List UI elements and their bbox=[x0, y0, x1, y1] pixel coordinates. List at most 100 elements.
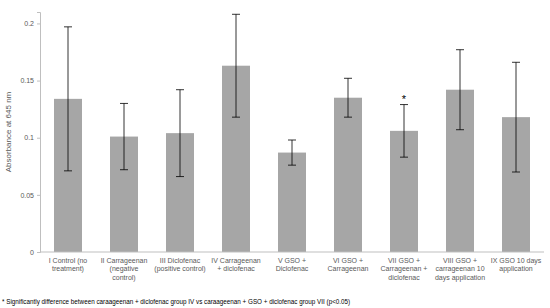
category-label: VIII GSO +carrageenan 10days application bbox=[435, 257, 485, 282]
tick-mark bbox=[37, 81, 40, 82]
label-line: V GSO + bbox=[278, 257, 306, 264]
label-line: diclofenac bbox=[388, 274, 420, 281]
category-label: IX GSO 10 daysapplication bbox=[491, 257, 542, 274]
error-cap bbox=[64, 26, 72, 27]
tick-mark bbox=[37, 138, 40, 139]
tick-mark bbox=[37, 195, 40, 196]
annotation: * bbox=[402, 93, 407, 105]
category-label: II Carrageenan(negativecontrol) bbox=[101, 257, 148, 282]
label-line: Carrageenan + bbox=[381, 265, 428, 273]
x-tick: VII GSO +Carrageenan +diclofenac bbox=[381, 257, 428, 281]
error-cap bbox=[512, 62, 520, 63]
error-bar bbox=[400, 105, 408, 158]
error-cap bbox=[288, 140, 296, 141]
label-line: VII GSO + bbox=[388, 257, 420, 264]
error-stem bbox=[180, 90, 181, 177]
marks bbox=[54, 14, 530, 252]
footnote: * Significantly difference between caraa… bbox=[2, 298, 350, 306]
error-bar bbox=[120, 103, 128, 169]
error-cap bbox=[288, 165, 296, 166]
error-cap bbox=[232, 117, 240, 118]
x-axis: I Control (notreatment) II Carrageenan(ne… bbox=[49, 257, 542, 282]
y-axis-title: Absorbance at 645 nm bbox=[4, 91, 13, 172]
error-cap bbox=[120, 103, 128, 104]
y-axis-line bbox=[37, 13, 41, 253]
label-line: VIII GSO + bbox=[443, 257, 477, 264]
tick-label: 0 bbox=[30, 249, 34, 256]
error-stem bbox=[124, 103, 125, 169]
error-stem bbox=[236, 14, 237, 117]
y-tick: 0 bbox=[30, 249, 40, 256]
y-tick: 0.15 bbox=[20, 77, 40, 84]
error-stem bbox=[460, 50, 461, 130]
label-line: VI GSO + bbox=[333, 257, 363, 264]
error-cap bbox=[64, 170, 72, 171]
error-cap bbox=[456, 49, 464, 50]
tick-mark bbox=[37, 23, 40, 24]
label-line: carrageenan 10 bbox=[435, 265, 484, 273]
error-bar bbox=[64, 27, 72, 171]
tick-mark bbox=[37, 252, 40, 253]
error-bar bbox=[456, 50, 464, 130]
chart: 0 0.05 0.1 0.15 0.2 I Control (notreatment) II… bbox=[0, 0, 550, 308]
label-line: Carrageenan bbox=[328, 265, 369, 273]
x-tick: II Carrageenan(negativecontrol) bbox=[101, 257, 148, 282]
error-cap bbox=[120, 169, 128, 170]
x-tick: VI GSO +Carrageenan bbox=[328, 257, 369, 274]
label-line: Diclofenac bbox=[276, 265, 309, 272]
error-stem bbox=[68, 27, 69, 171]
error-cap bbox=[512, 172, 520, 173]
tick-label: 0.05 bbox=[20, 192, 34, 199]
error-cap bbox=[400, 157, 408, 158]
y-tick: 0.1 bbox=[24, 134, 40, 141]
label-line: IX GSO 10 days bbox=[491, 257, 542, 265]
tick-label: 0.1 bbox=[24, 134, 34, 141]
label-line: II Carrageenan bbox=[101, 257, 148, 265]
error-bar bbox=[176, 90, 184, 177]
label-line: application bbox=[499, 265, 533, 273]
category-label: I Control (notreatment) bbox=[49, 257, 88, 274]
tick-label: 0.15 bbox=[20, 77, 34, 84]
plot: 0 0.05 0.1 0.15 0.2 I Control (notreatment) II… bbox=[20, 13, 544, 282]
y-tick: 0.05 bbox=[20, 192, 40, 199]
x-tick: IX GSO 10 daysapplication bbox=[491, 257, 542, 274]
y-axis: 0 0.05 0.1 0.15 0.2 bbox=[20, 13, 40, 256]
bar bbox=[278, 153, 306, 252]
tick-label: 0.2 bbox=[24, 20, 34, 27]
bar bbox=[334, 98, 362, 252]
label-line: (positive control) bbox=[154, 265, 205, 273]
category-label: III Diclofenac(positive control) bbox=[154, 257, 205, 274]
label-line: control) bbox=[112, 274, 135, 282]
error-stem bbox=[404, 105, 405, 158]
error-stem bbox=[516, 62, 517, 172]
x-axis-line bbox=[40, 252, 544, 253]
y-tick: 0.2 bbox=[24, 20, 40, 27]
label-line: III Diclofenac bbox=[160, 257, 201, 264]
label-line: days application bbox=[435, 274, 485, 282]
label-line: (negative bbox=[110, 265, 139, 273]
x-tick: IV Carrageenan+ diclofenac bbox=[211, 257, 261, 273]
error-bar bbox=[344, 78, 352, 117]
x-tick: VIII GSO +carrageenan 10days application bbox=[435, 257, 485, 282]
category-label: VI GSO +Carrageenan bbox=[328, 257, 369, 274]
x-tick: V GSO +Diclofenac bbox=[276, 257, 309, 273]
x-tick: I Control (notreatment) bbox=[49, 257, 88, 274]
error-cap bbox=[176, 176, 184, 177]
error-stem bbox=[348, 78, 349, 117]
error-cap bbox=[456, 129, 464, 130]
error-bar bbox=[512, 62, 520, 172]
x-tick: III Diclofenac(positive control) bbox=[154, 257, 205, 274]
error-bar bbox=[288, 140, 296, 165]
error-bar bbox=[232, 14, 240, 117]
error-cap bbox=[176, 89, 184, 90]
category-label: V GSO +Diclofenac bbox=[276, 257, 309, 273]
label-line: + diclofenac bbox=[217, 265, 255, 272]
error-cap bbox=[232, 14, 240, 15]
label-line: I Control (no bbox=[49, 257, 88, 265]
error-cap bbox=[344, 117, 352, 118]
label-line: IV Carrageenan bbox=[211, 257, 261, 265]
category-label: IV Carrageenan+ diclofenac bbox=[211, 257, 261, 273]
error-cap bbox=[344, 78, 352, 79]
category-label: VII GSO +Carrageenan +diclofenac bbox=[381, 257, 428, 281]
label-line: treatment) bbox=[52, 265, 84, 273]
